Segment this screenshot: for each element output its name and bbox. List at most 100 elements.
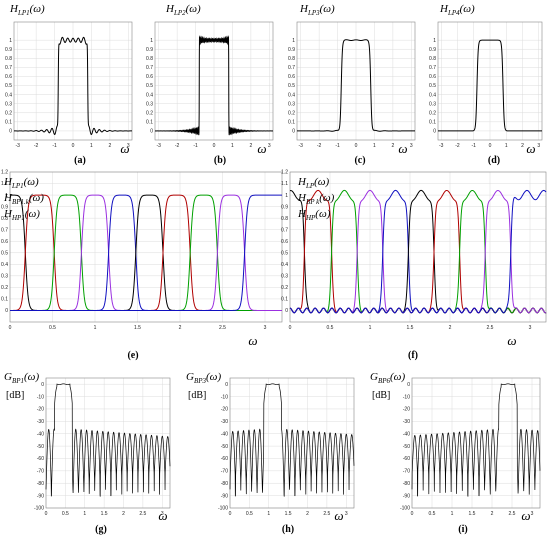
y-label-sub: LP [305,182,315,190]
x-tick-label: 1.5 [469,511,476,517]
y-label-sub: BP6 [378,377,391,385]
x-tick-label: 0 [489,143,492,149]
series-line [13,36,133,135]
y-tick-label: 0.1 [5,120,12,126]
y-label-sub: HP1 [11,214,25,222]
y-tick-label: -100 [34,506,44,512]
y-tick-label: 0.8 [146,56,153,62]
y-tick-label: 0 [285,308,288,314]
y-label-sub: HP [305,214,316,222]
y-label-arg: (ω) [314,176,329,188]
y-tick-label: 0.3 [429,101,436,107]
y-axis-label: HLP1(ω) [9,3,45,17]
y-tick-label: 0.2 [146,110,153,116]
y-tick-label: 0.7 [429,65,436,71]
y-axis-label: GBP1(ω) [4,371,39,385]
panel-caption: (g) [95,524,107,535]
x-tick-label: 1 [83,511,86,517]
y-tick-label: 0.6 [146,74,153,80]
y-tick-label: 1 [150,38,153,44]
y-tick-label: -100 [400,506,410,512]
x-tick-label: 3 [264,325,267,331]
band-line [289,189,547,314]
x-tick-label: 0 [355,143,358,149]
y-tick-label: 0.6 [429,74,436,80]
x-tick-label: 3 [268,143,271,149]
y-label-base: H [297,176,307,188]
y-tick-label: 0.3 [5,101,12,107]
y-label-sub: BP1.k [12,198,30,206]
y-axis-label: HHP1(ω) [3,208,40,222]
y-tick-label: 0.7 [146,65,153,71]
x-tick-label: 0.5 [429,511,436,517]
x-tick-label: 3 [537,143,540,149]
y-tick-label: 0.4 [1,262,8,268]
y-tick-label: 0.9 [1,204,8,210]
y-tick-label: 0.5 [1,250,8,256]
x-tick-label: 1.5 [134,325,141,331]
x-tick-label: 2 [491,511,494,517]
x-tick-label: 2 [521,143,524,149]
y-axis-label: HBP k(ω) [297,192,335,206]
y-tick-label: 0.9 [288,47,295,53]
panel-caption: (b) [214,155,226,166]
y-tick-label: -50 [403,444,410,450]
y-tick-label: -10 [221,394,228,400]
y-tick-label: 0 [9,129,12,135]
x-tick-label: 1 [231,143,234,149]
y-label-sub: LP2 [173,9,186,17]
y-tick-label: -90 [37,493,44,499]
x-tick-label: 2 [249,143,252,149]
x-tick-label: 1 [90,143,93,149]
y-axis-label: HLP3(ω) [299,3,335,17]
y-label-arg: (ω) [320,3,335,15]
plot-frame [9,171,283,323]
y-tick-label: 0.1 [146,120,153,126]
panel-a: -3 -2 -1 0 1 2 3 0 0.1 0.2 0.3 0.4 0.5 0.6 0.7 0.8 0.9 1 H… [5,3,133,166]
x-axis-label: ω [334,508,343,523]
y-tick-label: 0.8 [1,216,8,222]
y-label-sub: BP1 [12,377,24,385]
y-tick-label: 0 [150,129,153,135]
y-tick-label: 0.7 [5,65,12,71]
y-tick-label: 0.9 [281,204,288,210]
y-tick-label: 1 [433,38,436,44]
x-tick-label: -3 [298,143,303,149]
y-label-arg: (ω) [24,371,39,383]
series-line [154,35,274,136]
x-tick-label: 0 [213,143,216,149]
y-tick-label: 0.1 [281,297,288,303]
y-tick-label: 0.6 [288,74,295,80]
x-tick-label: 1.5 [101,511,108,517]
x-tick-label: 0 [45,511,48,517]
y-unit-label: [dB] [188,390,206,401]
x-tick-label: 3 [529,325,532,331]
y-tick-label: 0.7 [281,227,288,233]
y-tick-label: -10 [37,394,44,400]
x-tick-label: 2 [306,511,309,517]
panel-c: -3 -2 -1 0 1 2 3 0 0.1 0.2 0.3 0.4 0.5 0.6 0.7 0.8 0.9 1 H… [288,3,416,166]
y-tick-label: 0.4 [281,262,288,268]
y-label-arg: (ω) [390,371,405,383]
x-tick-label: -2 [175,143,180,149]
y-tick-label: 0 [41,382,44,388]
y-tick-label: 0.3 [146,101,153,107]
y-tick-label: 0.2 [429,110,436,116]
x-tick-label: 1.5 [407,325,414,331]
y-tick-label: -40 [37,431,44,437]
y-tick-label: 0.5 [429,83,436,89]
y-unit-label: [dB] [372,390,390,401]
panel-caption: (d) [488,155,500,166]
y-tick-label: 0.3 [288,101,295,107]
y-tick-label: -80 [403,481,410,487]
x-tick-label: 3 [161,511,164,517]
x-tick-label: 3 [127,143,130,149]
panel-e: 0 0.5 1 1.5 2 2.5 3 0 0.1 0.2 0.3 0.4 0.5 0.6 0.7 0.8 0.… [1,170,283,361]
y-tick-label: -50 [221,444,228,450]
y-label-sub: LP4 [447,9,460,17]
y-label-base: H [9,3,19,15]
y-label-arg: (ω) [186,3,201,15]
y-tick-label: -30 [37,419,44,425]
y-tick-label: 1 [285,193,288,199]
y-tick-label: 1.2 [281,170,288,176]
